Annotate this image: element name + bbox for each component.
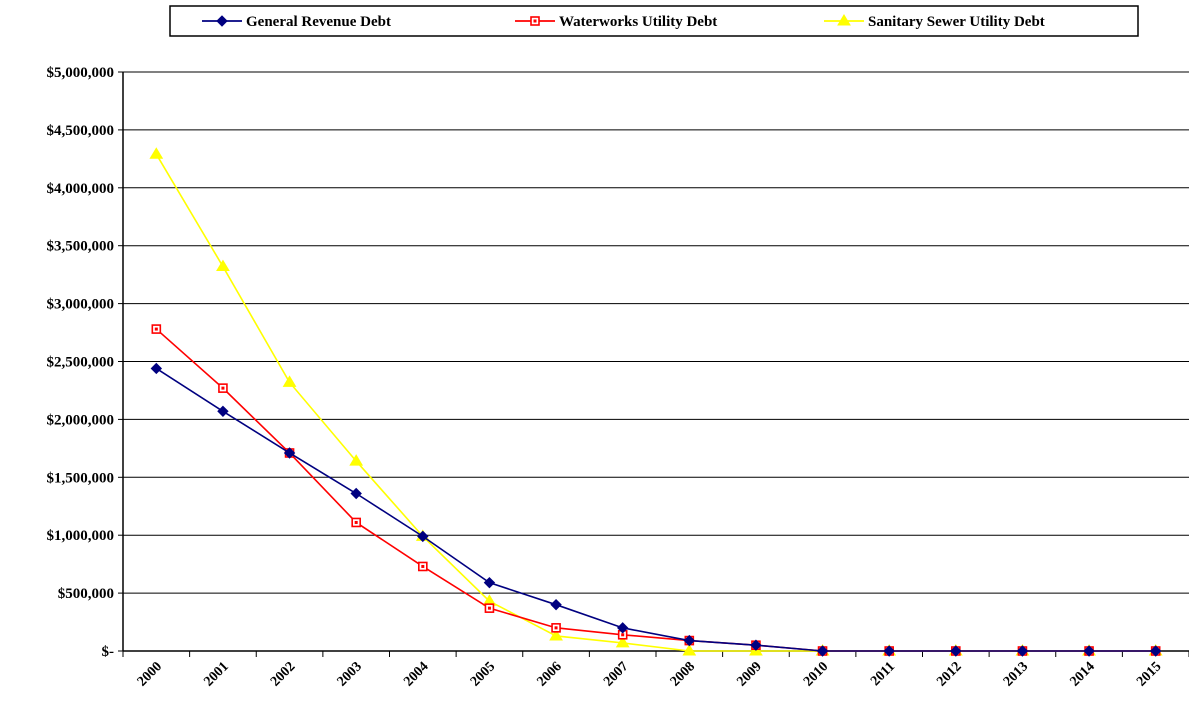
data-point-marker — [350, 487, 362, 500]
legend-border — [169, 5, 1139, 37]
y-tick-label: $1,500,000 — [47, 470, 115, 486]
data-point-marker — [216, 15, 228, 27]
data-point-marker — [150, 362, 163, 375]
data-point-marker — [750, 639, 762, 651]
y-tick-label: $3,000,000 — [47, 297, 115, 313]
x-tick-label: 2007 — [601, 659, 631, 689]
marker-square-center — [421, 564, 425, 568]
x-tick-label: 2001 — [201, 659, 231, 689]
y-tick-label: $1,000,000 — [47, 528, 115, 544]
data-point-marker — [550, 598, 562, 611]
marker-square-center — [621, 633, 625, 637]
x-tick-label: 2002 — [268, 659, 298, 689]
x-tick-label: 2003 — [335, 659, 365, 689]
data-point-marker — [549, 628, 563, 641]
data-point-marker — [149, 147, 164, 159]
x-tick-label: 2013 — [1001, 659, 1031, 689]
chart-legend: General Revenue Debt Waterworks Utility D… — [169, 5, 1139, 37]
data-point-marker — [418, 561, 428, 572]
data-point-marker — [551, 623, 561, 633]
data-point-marker — [282, 375, 297, 387]
x-tick-label: 2005 — [468, 659, 498, 689]
legend-label: General Revenue Debt — [246, 14, 391, 30]
y-tick-label: $2,000,000 — [47, 412, 115, 428]
data-point-marker — [483, 576, 496, 589]
data-point-marker — [883, 645, 895, 657]
data-point-marker — [216, 259, 230, 272]
legend-label: Waterworks Utility Debt — [559, 14, 717, 30]
marker-square-center — [221, 386, 225, 390]
data-point-marker — [1083, 645, 1095, 657]
marker-square-center — [154, 327, 158, 331]
y-tick-label: $4,000,000 — [47, 181, 115, 197]
series-2 — [149, 147, 1163, 656]
data-point-marker — [950, 645, 962, 657]
y-tick-label: $3,500,000 — [47, 239, 115, 255]
series-1 — [151, 324, 1161, 656]
data-point-marker — [349, 454, 364, 466]
series-line — [155, 328, 1156, 652]
y-tick-label: $500,000 — [58, 586, 114, 602]
data-point-marker — [816, 645, 829, 657]
x-tick-label: 2010 — [801, 659, 831, 689]
x-tick-labels: 2000 2001 2002 2003 2004 2005 2006 2007 2008 2009… — [135, 659, 1165, 689]
y-tick-label: $4,500,000 — [47, 123, 115, 139]
x-tick-label: 2014 — [1067, 659, 1097, 689]
data-point-marker — [1016, 645, 1029, 657]
legend-item: General Revenue Debt — [202, 14, 391, 30]
x-tick-label: 2004 — [401, 659, 431, 689]
marker-square-center — [354, 520, 358, 524]
data-point-marker — [217, 405, 229, 418]
data-point-marker — [151, 324, 162, 334]
legend-label: Sanitary Sewer Utility Debt — [868, 14, 1045, 30]
y-tick-labels: $- $500,000 $1,000,000 $1,500,000 $2,000,000… — [47, 65, 115, 660]
data-point-marker — [615, 635, 630, 648]
data-point-marker — [218, 383, 228, 393]
data-point-marker — [351, 517, 361, 528]
x-tick-label: 2009 — [734, 659, 764, 689]
series-0 — [150, 362, 1162, 657]
legend-item: Waterworks Utility Debt — [515, 14, 717, 30]
legend-item: Sanitary Sewer Utility Debt — [824, 14, 1045, 30]
x-tick-label: 2008 — [668, 659, 698, 689]
series-group — [149, 147, 1163, 657]
data-point-marker — [1149, 645, 1162, 657]
y-tick-label: $- — [102, 644, 115, 660]
data-point-marker — [837, 14, 851, 26]
data-point-marker — [283, 447, 296, 459]
series-line — [155, 153, 1156, 652]
marker-square-center — [554, 626, 558, 630]
marker-square-center — [533, 19, 537, 23]
data-point-marker — [682, 644, 697, 656]
x-tick-label: 2006 — [534, 659, 564, 689]
marker-square-center — [487, 606, 491, 610]
x-tick-label: 2011 — [868, 659, 898, 689]
gridlines — [118, 71, 1189, 652]
series-line — [155, 367, 1156, 652]
axes — [122, 72, 1189, 657]
data-point-marker — [616, 622, 629, 634]
data-point-marker — [417, 530, 429, 543]
y-tick-label: $5,000,000 — [47, 65, 115, 81]
data-point-marker — [683, 634, 696, 647]
data-point-marker — [484, 603, 495, 613]
x-tick-label: 2012 — [934, 659, 964, 689]
y-tick-label: $2,500,000 — [47, 355, 115, 371]
x-tick-label: 2000 — [135, 659, 165, 689]
x-tick-label: 2015 — [1134, 659, 1164, 689]
data-point-marker — [530, 16, 540, 26]
